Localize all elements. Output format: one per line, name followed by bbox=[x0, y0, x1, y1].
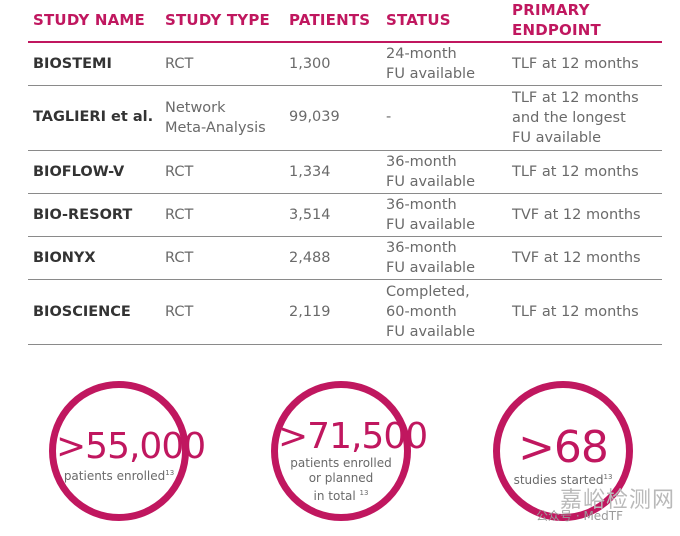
watermark-caption: 公众号 · MedTF bbox=[536, 509, 624, 523]
stat-label-line: studies started bbox=[513, 473, 604, 487]
study-type: RCT bbox=[165, 56, 194, 72]
endpoint-line: TLF at 12 months bbox=[512, 56, 639, 72]
stat-value: >55,000 bbox=[56, 426, 206, 467]
stat-circle-studies-started: >68 studies started13 bbox=[493, 381, 633, 521]
study-name: BIOSCIENCE bbox=[33, 304, 131, 320]
watermark-text: 嘉峪检测网 bbox=[560, 488, 676, 513]
stat-value: >68 bbox=[518, 422, 609, 473]
status-line: - bbox=[386, 109, 392, 125]
table-row: BIOFLOW-V RCT 1,334 36-month FU availabl… bbox=[28, 151, 662, 194]
stat-footnote: 13 bbox=[165, 469, 175, 477]
patients-count: 2,488 bbox=[289, 250, 331, 266]
patients-count: 1,334 bbox=[289, 164, 331, 180]
stat-circle-patients-enrolled: >55,000 patients enrolled13 bbox=[49, 381, 206, 521]
table-row: BIOSCIENCE RCT 2,119 Completed, 60-month… bbox=[28, 280, 662, 345]
table-row: TAGLIERI et al. Network Meta-Analysis 99… bbox=[28, 86, 662, 151]
header-patients: PATIENTS bbox=[289, 11, 371, 29]
endpoint-line: FU available bbox=[512, 130, 602, 146]
study-type-line: Meta-Analysis bbox=[165, 120, 266, 136]
study-name: BIO-RESORT bbox=[33, 207, 133, 223]
patients-count: 99,039 bbox=[289, 109, 340, 125]
status-line: FU available bbox=[386, 66, 476, 82]
status-line: FU available bbox=[386, 324, 476, 340]
patients-count: 1,300 bbox=[289, 56, 331, 72]
header-study-name: STUDY NAME bbox=[33, 11, 145, 29]
status-line: 36-month bbox=[386, 240, 457, 256]
stat-label-line: patients enrolled bbox=[63, 469, 166, 483]
study-name: BIOSTEMI bbox=[33, 56, 112, 72]
header-status: STATUS bbox=[386, 11, 451, 29]
stat-circle-patients-planned: >71,500 patients enrolled or planned in … bbox=[271, 381, 428, 521]
status-line: 36-month bbox=[386, 197, 457, 213]
status-line: Completed, bbox=[386, 284, 470, 300]
status-line: 36-month bbox=[386, 154, 457, 170]
endpoint-line: TLF at 12 months bbox=[512, 304, 639, 320]
header-endpoint-line1: PRIMARY bbox=[512, 1, 590, 19]
endpoint-line: TLF at 12 months bbox=[512, 164, 639, 180]
stat-label: studies started13 bbox=[500, 470, 626, 488]
stat-label: patients enrolled13 bbox=[56, 466, 182, 484]
patients-count: 3,514 bbox=[289, 207, 331, 223]
status-line: 60-month bbox=[386, 304, 457, 320]
study-type: RCT bbox=[165, 164, 194, 180]
status-line: FU available bbox=[386, 260, 476, 276]
endpoint-line: and the longest bbox=[512, 110, 626, 126]
stat-label: in total 13 bbox=[278, 486, 404, 504]
stat-value: >71,500 bbox=[278, 416, 428, 457]
patients-count: 2,119 bbox=[289, 304, 331, 320]
stat-label-line: patients enrolled bbox=[290, 456, 392, 470]
study-name: BIOFLOW-V bbox=[33, 164, 125, 180]
stat-label-line: in total bbox=[313, 489, 356, 503]
header-study-type: STUDY TYPE bbox=[165, 11, 270, 29]
study-name: BIONYX bbox=[33, 250, 96, 266]
stat-footnote: 13 bbox=[359, 489, 369, 497]
stat-label-line: or planned bbox=[308, 471, 374, 485]
table-row: BIONYX RCT 2,488 36-month FU available T… bbox=[28, 237, 662, 280]
endpoint-line: TVF at 12 months bbox=[512, 250, 641, 266]
study-type: RCT bbox=[165, 250, 194, 266]
table-row: BIOSTEMI RCT 1,300 24-month FU available… bbox=[28, 43, 662, 86]
status-line: 24-month bbox=[386, 46, 457, 62]
table-row: BIO-RESORT RCT 3,514 36-month FU availab… bbox=[28, 194, 662, 237]
endpoint-line: TVF at 12 months bbox=[512, 207, 641, 223]
status-line: FU available bbox=[386, 174, 476, 190]
study-type: RCT bbox=[165, 207, 194, 223]
header-endpoint-line2: ENDPOINT bbox=[512, 21, 601, 39]
stat-footnote: 13 bbox=[603, 473, 613, 481]
study-name: TAGLIERI et al. bbox=[33, 109, 154, 125]
study-type: RCT bbox=[165, 304, 194, 320]
studies-table: STUDY NAME STUDY TYPE PATIENTS STATUS PR… bbox=[28, 0, 662, 345]
status-line: FU available bbox=[386, 217, 476, 233]
endpoint-line: TLF at 12 months bbox=[512, 90, 639, 106]
study-type-line: Network bbox=[165, 100, 226, 116]
table-header: STUDY NAME STUDY TYPE PATIENTS STATUS PR… bbox=[28, 0, 662, 43]
